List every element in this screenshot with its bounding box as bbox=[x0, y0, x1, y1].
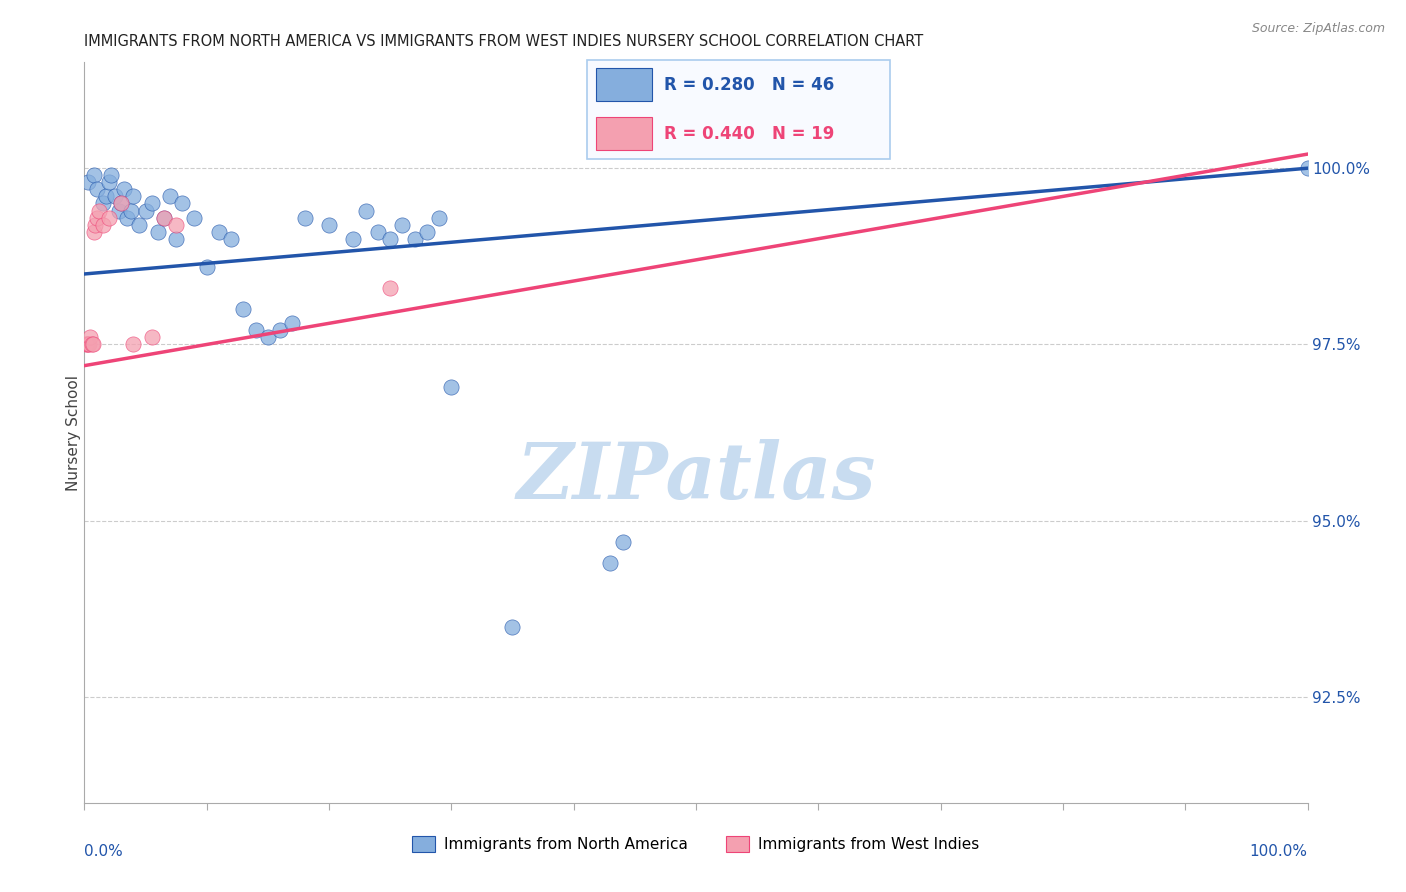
Point bbox=[91, 218, 114, 232]
Point bbox=[165, 232, 187, 246]
Legend: Immigrants from North America, Immigrants from West Indies: Immigrants from North America, Immigrant… bbox=[406, 830, 986, 858]
Point bbox=[141, 330, 163, 344]
Point bbox=[97, 175, 120, 189]
Point bbox=[84, 218, 107, 232]
Text: 100.0%: 100.0% bbox=[1250, 844, 1308, 858]
Point bbox=[427, 211, 450, 225]
Point bbox=[342, 232, 364, 246]
Point bbox=[195, 260, 218, 274]
Point bbox=[115, 211, 138, 225]
Point bbox=[318, 218, 340, 232]
Text: 0.0%: 0.0% bbox=[84, 844, 124, 858]
Point bbox=[380, 232, 402, 246]
Text: R = 0.280   N = 46: R = 0.280 N = 46 bbox=[664, 76, 834, 94]
Point bbox=[76, 337, 98, 351]
Point bbox=[1296, 161, 1319, 176]
Text: R = 0.440   N = 19: R = 0.440 N = 19 bbox=[664, 125, 834, 143]
Point bbox=[172, 196, 194, 211]
Point bbox=[75, 337, 97, 351]
Point bbox=[281, 316, 304, 330]
Point bbox=[391, 218, 413, 232]
Point bbox=[404, 232, 426, 246]
Point bbox=[367, 225, 389, 239]
Point bbox=[219, 232, 242, 246]
Point bbox=[77, 337, 100, 351]
Point bbox=[153, 211, 176, 225]
Point bbox=[612, 535, 634, 549]
Point bbox=[122, 189, 145, 203]
Text: ZIPatlas: ZIPatlas bbox=[516, 439, 876, 516]
Point bbox=[257, 330, 280, 344]
Point bbox=[107, 203, 129, 218]
Point bbox=[153, 211, 176, 225]
Point bbox=[110, 196, 132, 211]
Point bbox=[165, 218, 187, 232]
Point bbox=[122, 337, 145, 351]
Point bbox=[269, 323, 291, 337]
Point bbox=[80, 337, 103, 351]
Text: Source: ZipAtlas.com: Source: ZipAtlas.com bbox=[1251, 22, 1385, 36]
Point bbox=[79, 330, 101, 344]
Point bbox=[354, 203, 377, 218]
Point bbox=[77, 175, 100, 189]
Point bbox=[96, 189, 118, 203]
Point bbox=[86, 182, 108, 196]
Point bbox=[502, 619, 524, 633]
Point bbox=[82, 337, 104, 351]
Point bbox=[86, 211, 108, 225]
FancyBboxPatch shape bbox=[586, 60, 890, 159]
Point bbox=[183, 211, 205, 225]
Point bbox=[112, 182, 135, 196]
Point bbox=[380, 281, 402, 295]
Text: IMMIGRANTS FROM NORTH AMERICA VS IMMIGRANTS FROM WEST INDIES NURSERY SCHOOL CORR: IMMIGRANTS FROM NORTH AMERICA VS IMMIGRA… bbox=[84, 34, 924, 49]
Point bbox=[294, 211, 316, 225]
Point bbox=[128, 218, 150, 232]
Point bbox=[100, 168, 122, 182]
Point bbox=[91, 196, 114, 211]
Point bbox=[245, 323, 267, 337]
Point bbox=[83, 168, 105, 182]
Point bbox=[135, 203, 157, 218]
Point bbox=[104, 189, 127, 203]
Point bbox=[208, 225, 231, 239]
Point bbox=[232, 302, 254, 317]
Y-axis label: Nursery School: Nursery School bbox=[66, 375, 80, 491]
Point bbox=[97, 211, 120, 225]
Point bbox=[83, 225, 105, 239]
Point bbox=[110, 196, 132, 211]
Point bbox=[120, 203, 142, 218]
Point bbox=[146, 225, 169, 239]
Point bbox=[87, 203, 110, 218]
FancyBboxPatch shape bbox=[596, 69, 651, 101]
Point bbox=[416, 225, 439, 239]
Point bbox=[159, 189, 181, 203]
Point bbox=[77, 337, 100, 351]
Point bbox=[141, 196, 163, 211]
Point bbox=[440, 380, 463, 394]
Point bbox=[599, 556, 621, 570]
FancyBboxPatch shape bbox=[596, 118, 651, 150]
